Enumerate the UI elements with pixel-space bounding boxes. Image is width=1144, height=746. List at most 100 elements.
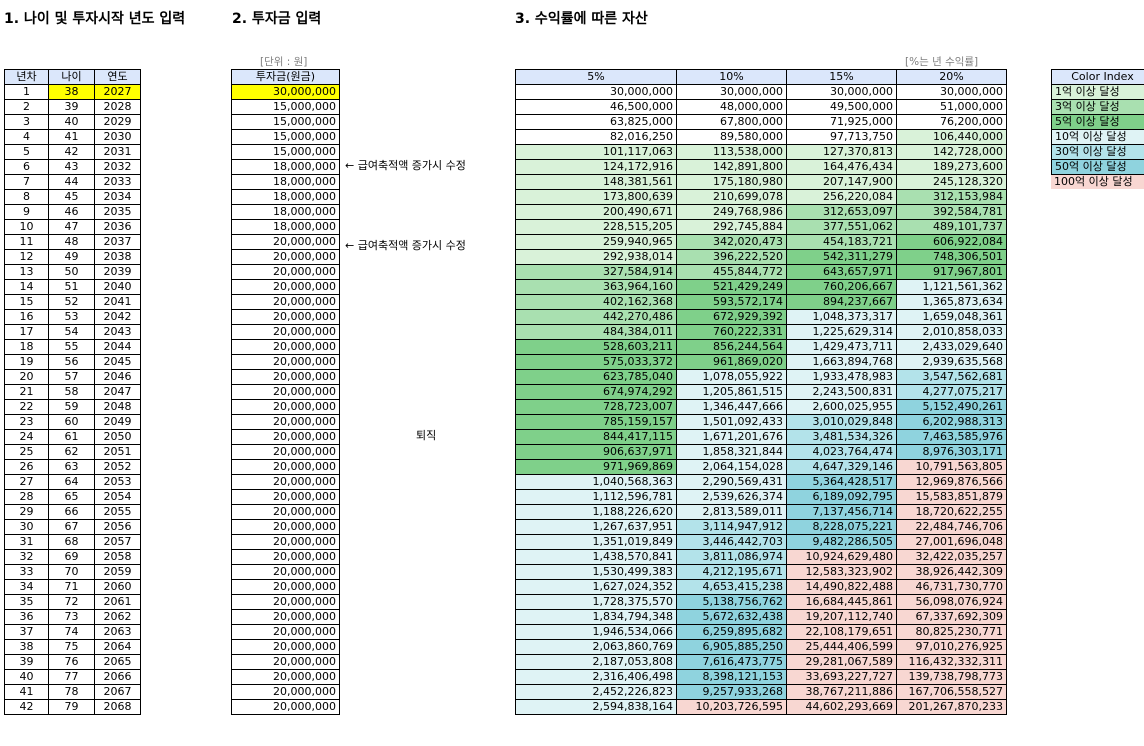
table-cell[interactable]: 15,000,000	[231, 99, 340, 115]
table-cell[interactable]: 20,000,000	[231, 474, 340, 490]
table-cell[interactable]: 1,205,861,515	[676, 384, 787, 400]
table-cell[interactable]: 22,484,746,706	[896, 519, 1007, 535]
table-cell[interactable]: 29	[4, 504, 49, 520]
table-cell[interactable]: 20	[4, 369, 49, 385]
table-cell[interactable]: 2034	[94, 189, 141, 205]
table-cell[interactable]: 15,000,000	[231, 144, 340, 160]
table-cell[interactable]: 256,220,084	[786, 189, 897, 205]
table-cell[interactable]: 3,010,029,848	[786, 414, 897, 430]
table-cell[interactable]: 2054	[94, 489, 141, 505]
table-cell[interactable]: 54	[48, 324, 95, 340]
table-cell[interactable]: 43	[48, 159, 95, 175]
table-cell[interactable]: 69	[48, 549, 95, 565]
table-cell[interactable]: 249,768,986	[676, 204, 787, 220]
table-cell[interactable]: 78	[48, 684, 95, 700]
table-cell[interactable]: 65	[48, 489, 95, 505]
table-cell[interactable]: 32,422,035,257	[896, 549, 1007, 565]
table-cell[interactable]: 71	[48, 579, 95, 595]
table-cell[interactable]: 1,858,321,844	[676, 444, 787, 460]
table-cell[interactable]: 20,000,000	[231, 519, 340, 535]
table-cell[interactable]: 312,653,097	[786, 204, 897, 220]
table-cell[interactable]: 6	[4, 159, 49, 175]
table-cell[interactable]: 20,000,000	[231, 504, 340, 520]
table-cell[interactable]: 489,101,737	[896, 219, 1007, 235]
table-cell[interactable]: 47	[48, 219, 95, 235]
table-cell[interactable]: 748,306,501	[896, 249, 1007, 265]
table-cell[interactable]: 27	[4, 474, 49, 490]
left-header-cell[interactable]: 연도	[94, 69, 141, 85]
table-cell[interactable]: 1	[4, 84, 49, 100]
table-cell[interactable]: 9,482,286,505	[786, 534, 897, 550]
table-cell[interactable]: 127,370,813	[786, 144, 897, 160]
table-cell[interactable]: 30,000,000	[231, 84, 340, 100]
table-cell[interactable]: 292,745,884	[676, 219, 787, 235]
table-cell[interactable]: 454,183,721	[786, 234, 897, 250]
table-cell[interactable]: 15,000,000	[231, 129, 340, 145]
table-cell[interactable]: 30,000,000	[676, 84, 787, 100]
table-cell[interactable]: 2062	[94, 609, 141, 625]
table-cell[interactable]: 18	[4, 339, 49, 355]
table-cell[interactable]: 1,346,447,666	[676, 399, 787, 415]
table-cell[interactable]: 72	[48, 594, 95, 610]
table-cell[interactable]: 63	[48, 459, 95, 475]
table-cell[interactable]: 20,000,000	[231, 624, 340, 640]
table-cell[interactable]: 17	[4, 324, 49, 340]
table-cell[interactable]: 79	[48, 699, 95, 715]
table-cell[interactable]: 56	[48, 354, 95, 370]
table-cell[interactable]: 2,539,626,374	[676, 489, 787, 505]
table-cell[interactable]: 18,000,000	[231, 219, 340, 235]
table-cell[interactable]: 2064	[94, 639, 141, 655]
table-cell[interactable]: 76	[48, 654, 95, 670]
table-cell[interactable]: 1,671,201,676	[676, 429, 787, 445]
table-cell[interactable]: 1,351,019,849	[515, 534, 677, 550]
table-cell[interactable]: 1,078,055,922	[676, 369, 787, 385]
table-cell[interactable]: 20,000,000	[231, 384, 340, 400]
table-cell[interactable]: 1,048,373,317	[786, 309, 897, 325]
table-cell[interactable]: 3,114,947,912	[676, 519, 787, 535]
table-cell[interactable]: 1,429,473,711	[786, 339, 897, 355]
table-cell[interactable]: 20,000,000	[231, 294, 340, 310]
table-cell[interactable]: 51,000,000	[896, 99, 1007, 115]
table-cell[interactable]: 37	[4, 624, 49, 640]
table-cell[interactable]: 20,000,000	[231, 489, 340, 505]
table-cell[interactable]: 18,000,000	[231, 204, 340, 220]
table-cell[interactable]: 18,720,622,255	[896, 504, 1007, 520]
table-cell[interactable]: 245,128,320	[896, 174, 1007, 190]
table-cell[interactable]: 2036	[94, 219, 141, 235]
table-cell[interactable]: 1,438,570,841	[515, 549, 677, 565]
table-cell[interactable]: 292,938,014	[515, 249, 677, 265]
table-cell[interactable]: 82,016,250	[515, 129, 677, 145]
table-cell[interactable]: 124,172,916	[515, 159, 677, 175]
table-cell[interactable]: 1,040,568,363	[515, 474, 677, 490]
table-cell[interactable]: 22,108,179,651	[786, 624, 897, 640]
table-cell[interactable]: 917,967,801	[896, 264, 1007, 280]
asset-header-cell[interactable]: 10%	[676, 69, 787, 85]
table-cell[interactable]: 1,834,794,348	[515, 609, 677, 625]
table-cell[interactable]: 10,791,563,805	[896, 459, 1007, 475]
table-cell[interactable]: 4,653,415,238	[676, 579, 787, 595]
table-cell[interactable]: 1,267,637,951	[515, 519, 677, 535]
table-cell[interactable]: 575,033,372	[515, 354, 677, 370]
table-cell[interactable]: 29,281,067,589	[786, 654, 897, 670]
table-cell[interactable]: 20,000,000	[231, 579, 340, 595]
table-cell[interactable]: 1,530,499,383	[515, 564, 677, 580]
table-cell[interactable]: 73	[48, 609, 95, 625]
table-cell[interactable]: 75	[48, 639, 95, 655]
table-cell[interactable]: 32	[4, 549, 49, 565]
table-cell[interactable]: 3,547,562,681	[896, 369, 1007, 385]
table-cell[interactable]: 2032	[94, 159, 141, 175]
table-cell[interactable]: 785,159,157	[515, 414, 677, 430]
table-cell[interactable]: 20,000,000	[231, 249, 340, 265]
table-cell[interactable]: 142,891,800	[676, 159, 787, 175]
table-cell[interactable]: 20,000,000	[231, 324, 340, 340]
table-cell[interactable]: 6,905,885,250	[676, 639, 787, 655]
table-cell[interactable]: 20,000,000	[231, 669, 340, 685]
table-cell[interactable]: 106,440,000	[896, 129, 1007, 145]
table-cell[interactable]: 30,000,000	[515, 84, 677, 100]
table-cell[interactable]: 4,212,195,671	[676, 564, 787, 580]
table-cell[interactable]: 1,728,375,570	[515, 594, 677, 610]
table-cell[interactable]: 2053	[94, 474, 141, 490]
table-cell[interactable]: 2033	[94, 174, 141, 190]
table-cell[interactable]: 2043	[94, 324, 141, 340]
table-cell[interactable]: 2,187,053,808	[515, 654, 677, 670]
